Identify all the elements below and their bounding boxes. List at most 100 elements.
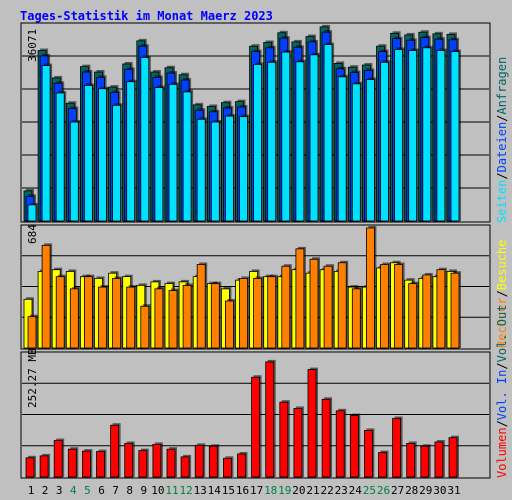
bar-bottom-volume-18-face	[265, 361, 275, 478]
x-label-11: 11	[165, 484, 178, 497]
x-label-17: 17	[250, 484, 263, 497]
bar-top-seiten-1-face	[27, 204, 37, 222]
bar-mid-rechner-5-face	[84, 276, 93, 349]
bar-mid-rechner-9-face	[140, 305, 150, 349]
bar-mid-rechner-15	[224, 299, 236, 349]
bar-mid-rechner-18	[267, 274, 278, 349]
bar-top-seiten-26	[380, 60, 391, 222]
bar-top-seiten-24-face	[351, 83, 361, 222]
bar-mid-rechner-21-face	[309, 258, 319, 349]
bar-bottom-volume-31-face	[448, 437, 458, 478]
x-label-10: 10	[151, 484, 164, 497]
bar-bottom-volume-22	[321, 397, 333, 478]
bar-top-seiten-10	[154, 85, 165, 222]
bar-bottom-volume-24	[349, 413, 361, 478]
x-label-16: 16	[236, 484, 249, 497]
bar-top-seiten-28-face	[408, 50, 418, 222]
bar-top-seiten-13-face	[196, 118, 206, 222]
bar-bottom-volume-2	[39, 453, 51, 478]
bar-bottom-volume-29-face	[420, 445, 430, 478]
bar-bottom-volume-3	[53, 438, 65, 478]
bar-bottom-volume-20	[293, 406, 304, 478]
bar-mid-rechner-16	[239, 276, 250, 349]
legend-vol-out: Vol. Out	[495, 305, 509, 363]
bar-bottom-volume-9	[138, 448, 149, 478]
legend-requests: Anfragen	[495, 57, 509, 115]
legend-volume: Volumen	[495, 427, 509, 478]
bar-mid-rechner-8-face	[126, 286, 136, 349]
bar-mid-rechner-2	[41, 243, 53, 349]
bar-mid-rechner-14	[210, 281, 222, 349]
bar-bottom-volume-13-face	[194, 444, 204, 478]
bar-bottom-volume-14-face	[208, 445, 218, 478]
bar-mid-rechner-10-face	[154, 288, 164, 349]
bar-mid-rechner-18-face	[267, 276, 277, 349]
bar-top-seiten-12	[182, 89, 194, 222]
bar-bottom-volume-8-face	[124, 443, 134, 478]
bar-bottom-volume-7	[110, 423, 121, 478]
bar-bottom-volume-8	[124, 441, 135, 478]
bar-mid-rechner-12-face	[182, 284, 192, 349]
bar-bottom-volume-2-face	[39, 455, 49, 478]
legend-middle: Rechner/Besuche	[495, 240, 509, 348]
bar-bottom-volume-15	[222, 456, 234, 478]
bar-bottom-volume-31	[448, 435, 459, 478]
bar-top-seiten-14	[210, 120, 222, 222]
x-label-20: 20	[292, 484, 305, 497]
bar-top-seiten-4-face	[69, 121, 79, 222]
bar-top-seiten-30	[436, 48, 447, 222]
bar-mid-rechner-22-face	[323, 265, 333, 349]
bar-bottom-volume-21	[307, 367, 318, 478]
bar-bottom-volume-14	[208, 444, 220, 478]
bar-mid-rechner-3	[55, 274, 67, 349]
bar-mid-rechner-11-face	[168, 290, 178, 349]
bar-mid-rechner-16-face	[239, 278, 248, 349]
bar-mid-rechner-1-face	[27, 316, 37, 349]
bar-mid-rechner-12	[182, 283, 194, 349]
bar-mid-rechner-9	[140, 304, 151, 349]
bar-mid-rechner-7	[112, 276, 123, 349]
x-label-12: 12	[179, 484, 192, 497]
bar-bottom-volume-19	[279, 400, 290, 478]
bar-bottom-volume-6	[96, 449, 107, 478]
x-label-23: 23	[335, 484, 348, 497]
bar-bottom-volume-10-face	[152, 443, 162, 478]
bar-top-seiten-8	[126, 79, 137, 222]
legend-top: Seiten/Dateien/Anfragen	[495, 57, 509, 223]
legend-sep-3: /	[495, 290, 509, 297]
bar-mid-rechner-30-face	[436, 269, 446, 349]
x-label-30: 30	[433, 484, 446, 497]
bar-bottom-volume-10	[152, 442, 163, 478]
bar-mid-rechner-19	[281, 264, 292, 349]
bar-top-seiten-1	[27, 202, 38, 222]
bar-top-seiten-22-face	[323, 44, 333, 222]
bar-bottom-volume-5-face	[82, 450, 91, 478]
x-label-19: 19	[278, 484, 291, 497]
bar-mid-rechner-25	[365, 225, 377, 349]
bar-mid-rechner-13	[196, 262, 208, 349]
bar-bottom-volume-1-face	[25, 457, 35, 478]
bar-mid-rechner-5	[84, 274, 95, 349]
x-label-31: 31	[447, 484, 460, 497]
top-max-label: 36071	[26, 29, 39, 62]
bar-top-seiten-16	[239, 114, 250, 222]
bar-mid-rechner-14-face	[210, 283, 220, 349]
bar-top-seiten-6-face	[98, 88, 107, 222]
bar-top-seiten-12-face	[182, 91, 192, 222]
bar-mid-rechner-29	[422, 272, 433, 349]
bar-top-seiten-27-face	[394, 49, 404, 222]
bar-mid-rechner-31-face	[450, 272, 460, 349]
bar-top-seiten-3	[55, 90, 67, 222]
x-label-13: 13	[194, 484, 207, 497]
bar-mid-rechner-17-face	[253, 278, 263, 349]
bar-top-seiten-14-face	[210, 121, 220, 222]
bar-top-seiten-21-face	[309, 54, 319, 222]
x-label-21: 21	[306, 484, 319, 497]
bar-bottom-volume-16-face	[237, 453, 246, 478]
bar-top-seiten-18-face	[267, 61, 277, 222]
middle-max-label: 684	[26, 224, 39, 244]
bar-bottom-volume-26-face	[378, 452, 387, 478]
bar-mid-rechner-2-face	[41, 244, 51, 349]
x-label-4: 4	[70, 484, 77, 497]
